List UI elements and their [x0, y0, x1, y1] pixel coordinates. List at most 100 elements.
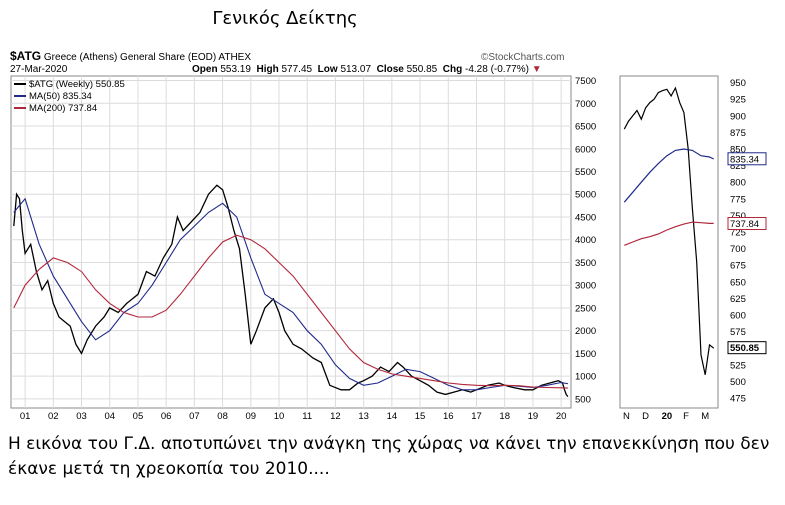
- y-tick-label: 7000: [575, 99, 596, 110]
- caption-text: Η εικόνα του Γ.Δ. αποτυπώνει την ανάγκη …: [8, 434, 770, 479]
- ma200-value-tag-box: [727, 217, 767, 231]
- close-value-tag: 550.85: [730, 343, 760, 354]
- main-chart-panel: 500 1000 1500 2000 2500 3000 3500 4000 4500 5000 5…: [10, 75, 596, 422]
- brand-credit: ©StockCharts.com: [481, 52, 565, 63]
- chart-header: $ATG Greece (Athens) General Share (EOD)…: [10, 50, 251, 64]
- zoom-y-tick-label: 800: [730, 178, 746, 189]
- zoom-y-tick-label: 675: [730, 261, 746, 272]
- zoom-y-tick-label: 775: [730, 194, 746, 205]
- legend-price-label: $ATG (Weekly) 550.85: [29, 79, 125, 90]
- y-tick-label: 4500: [575, 212, 596, 223]
- close-value-tag-box: [727, 341, 767, 355]
- open-label: Open: [192, 64, 218, 75]
- zoom-y-tick-label: 650: [730, 277, 746, 288]
- zoom-y-tick-label: 875: [730, 128, 746, 139]
- legend-price: $ATG (Weekly) 550.85: [14, 79, 125, 90]
- ma50-series-line: [13, 197, 568, 391]
- zoom-x-tick-label: D: [642, 411, 649, 422]
- y-tick-label: 1000: [575, 372, 596, 383]
- page-title: Γενικός Δείκτης: [212, 8, 358, 29]
- y-tick-label: 6500: [575, 122, 596, 133]
- x-tick-label: 01: [20, 411, 31, 422]
- zoom-y-tick-label: 825: [730, 161, 746, 172]
- ma200-series-line: [624, 221, 714, 246]
- zoom-x-tick-label: F: [683, 411, 689, 422]
- x-tick-label: 04: [104, 411, 115, 422]
- zoom-y-tick-label: 625: [730, 294, 746, 305]
- zoom-plot-frame: [619, 75, 719, 409]
- high-value: 577.45: [281, 64, 313, 75]
- ma200-value-tag: 737.84: [730, 219, 759, 230]
- zoom-y-tick-label: 750: [730, 211, 746, 222]
- high-label: High: [256, 64, 279, 75]
- zoom-y-tick-label: 850: [730, 145, 746, 156]
- down-arrow-icon: ▼: [531, 64, 542, 75]
- ticker-name: Greece (Athens) General Share (EOD) ATHE…: [43, 52, 252, 63]
- ticker-symbol: $ATG: [10, 49, 42, 63]
- x-tick-label: 17: [471, 411, 482, 422]
- y-tick-label: 5000: [575, 190, 596, 201]
- quote-date: 27-Mar-2020: [10, 64, 68, 75]
- y-tick-label: 3000: [575, 281, 596, 292]
- x-tick-label: 13: [358, 411, 369, 422]
- zoom-chart-panel: 4755005255505756006256506757007257507758…: [619, 75, 767, 422]
- x-tick-label: 03: [76, 411, 87, 422]
- y-tick-label: 5500: [575, 167, 596, 178]
- y-tick-label: 2500: [575, 303, 596, 314]
- x-tick-label: 12: [330, 411, 341, 422]
- y-tick-label: 6000: [575, 144, 596, 155]
- x-tick-label: 19: [528, 411, 539, 422]
- zoom-y-tick-label: 950: [730, 78, 746, 89]
- ma50-value-tag: 835.34: [730, 154, 759, 165]
- legend-ma200-label: MA(200) 737.84: [29, 103, 98, 114]
- ma50-series-line: [623, 148, 714, 203]
- chg-value: -4.28 (-0.77%): [465, 64, 529, 75]
- legend-ma50: MA(50) 835.34: [14, 91, 92, 102]
- zoom-x-tick-label: M: [701, 411, 709, 422]
- ohlc-readout: Open 553.19 High 577.45 Low 513.07 Close…: [192, 64, 542, 76]
- zoom-y-tick-label: 575: [730, 327, 746, 338]
- x-tick-label: 15: [415, 411, 426, 422]
- x-tick-label: 18: [499, 411, 510, 422]
- open-value: 553.19: [220, 64, 251, 75]
- chg-label: Chg: [442, 64, 463, 75]
- legend-ma50-swatch: [14, 95, 26, 98]
- zoom-y-tick-label: 475: [730, 394, 746, 405]
- zoom-x-tick-label: N: [623, 411, 630, 422]
- close-label: Close: [376, 64, 404, 75]
- x-tick-label: 05: [133, 411, 144, 422]
- zoom-y-tick-label: 500: [730, 377, 746, 388]
- x-tick-label: 08: [217, 411, 228, 422]
- zoom-y-tick-label: 700: [730, 244, 746, 255]
- price-series-line: [623, 86, 715, 375]
- zoom-y-tick-label: 600: [730, 311, 746, 322]
- x-tick-label: 11: [302, 411, 312, 422]
- x-tick-label: 02: [48, 411, 59, 422]
- zoom-x-tick-label: 20: [662, 411, 673, 422]
- x-tick-label: 09: [246, 411, 257, 422]
- low-label: Low: [317, 64, 338, 75]
- y-tick-label: 4000: [575, 235, 596, 246]
- x-tick-label: 20: [556, 411, 567, 422]
- zoom-y-tick-label: 525: [730, 360, 746, 371]
- ma50-value-tag-box: [727, 152, 767, 166]
- close-value: 550.85: [406, 64, 438, 75]
- x-tick-label: 10: [274, 411, 285, 422]
- x-tick-label: 16: [443, 411, 454, 422]
- legend-ma50-label: MA(50) 835.34: [29, 91, 92, 102]
- legend-ma200: MA(200) 737.84: [14, 103, 97, 114]
- low-value: 513.07: [340, 64, 372, 75]
- ma200-series-line: [13, 234, 568, 389]
- main-plot-frame: [10, 75, 572, 409]
- x-tick-label: 07: [189, 411, 200, 422]
- x-tick-label: 14: [387, 411, 398, 422]
- zoom-y-tick-label: 725: [730, 228, 746, 239]
- legend-price-swatch: [14, 83, 26, 86]
- chart-canvas: 5001000150020002500300035004000450050005…: [10, 75, 767, 422]
- x-tick-label: 06: [161, 411, 172, 422]
- y-tick-label: 500: [575, 394, 591, 405]
- y-tick-label: 3500: [575, 258, 596, 269]
- legend-ma200-swatch: [14, 107, 26, 110]
- y-tick-label: 2000: [575, 326, 596, 337]
- y-tick-label: 7500: [575, 76, 596, 87]
